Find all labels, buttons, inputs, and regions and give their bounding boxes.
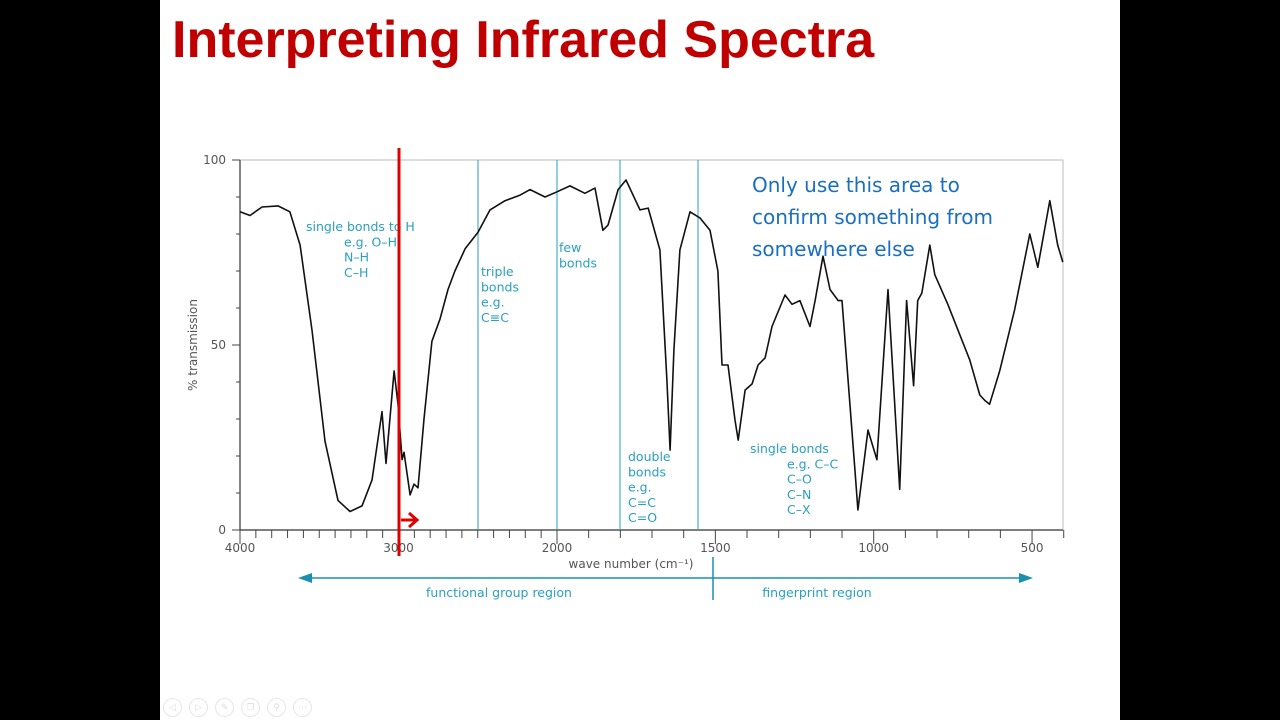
region-label-line: C–X bbox=[787, 502, 811, 517]
axes: 40003000200015001000500050100 bbox=[203, 153, 1065, 555]
x-tick-label: 1500 bbox=[700, 541, 731, 555]
region-arrows: functional group region fingerprint regi… bbox=[298, 557, 1033, 600]
region-label-line: C–O bbox=[787, 472, 812, 487]
arrow-left-icon bbox=[298, 573, 312, 583]
spectrum-line bbox=[239, 179, 1064, 513]
next-icon[interactable]: ▷ bbox=[189, 698, 208, 717]
region-label-line: e.g. bbox=[481, 295, 505, 310]
region-label-line: e.g. bbox=[628, 480, 652, 495]
region-label-line: C=C bbox=[628, 495, 656, 510]
x-tick-label: 2000 bbox=[542, 541, 573, 555]
presentation-toolbar: ◁ ▷ ✎ ❐ ⚲ ⋯ bbox=[163, 698, 312, 717]
red-arrow-icon bbox=[401, 511, 420, 529]
region-annotations: single bonds to He.g. O–HN–HC–H triplebon… bbox=[306, 219, 839, 525]
zoom-icon[interactable]: ⚲ bbox=[267, 698, 286, 717]
slide-title: Interpreting Infrared Spectra bbox=[172, 11, 875, 69]
x-tick-label: 1000 bbox=[858, 541, 889, 555]
more-icon[interactable]: ⋯ bbox=[293, 698, 312, 717]
y-tick-label: 0 bbox=[218, 523, 226, 537]
y-tick-label: 100 bbox=[203, 153, 226, 167]
arrow-right-icon bbox=[1019, 573, 1033, 583]
region-label-line: e.g. C–C bbox=[787, 456, 839, 471]
region-label-line: bonds bbox=[628, 464, 666, 479]
functional-group-region-label: functional group region bbox=[426, 585, 572, 600]
y-tick-label: 50 bbox=[211, 338, 226, 352]
slide bbox=[160, 0, 1120, 720]
region-label-line: C≡C bbox=[481, 310, 509, 325]
region-label-line: C=O bbox=[628, 510, 657, 525]
region-label-line: few bbox=[559, 240, 581, 255]
region-label-line: e.g. O–H bbox=[344, 234, 397, 249]
fingerprint-region-label: fingerprint region bbox=[762, 585, 871, 600]
note-line: confirm something from bbox=[752, 205, 993, 229]
y-axis-label: % transmission bbox=[186, 299, 200, 391]
presenter-marker bbox=[397, 148, 420, 556]
note-text: Only use this area to confirm something … bbox=[752, 173, 993, 261]
region-label-line: single bonds to H bbox=[306, 219, 415, 234]
x-axis-label: wave number (cm⁻¹) bbox=[569, 557, 694, 571]
region-label-line: N–H bbox=[344, 250, 369, 265]
x-tick-label: 4000 bbox=[225, 541, 256, 555]
region-label-line: single bonds bbox=[750, 441, 829, 456]
region-label-line: bonds bbox=[481, 279, 519, 294]
x-tick-label: 500 bbox=[1021, 541, 1044, 555]
region-label-line: triple bbox=[481, 264, 514, 279]
note-line: somewhere else bbox=[752, 237, 915, 261]
region-label-line: double bbox=[628, 449, 671, 464]
region-label-line: bonds bbox=[559, 255, 597, 270]
region-label-line: C–H bbox=[344, 265, 368, 280]
pen-icon[interactable]: ✎ bbox=[215, 698, 234, 717]
note-line: Only use this area to bbox=[752, 173, 960, 197]
slides-icon[interactable]: ❐ bbox=[241, 698, 260, 717]
region-label-line: C–N bbox=[787, 487, 811, 502]
previous-icon[interactable]: ◁ bbox=[163, 698, 182, 717]
region-dividers bbox=[477, 160, 699, 530]
